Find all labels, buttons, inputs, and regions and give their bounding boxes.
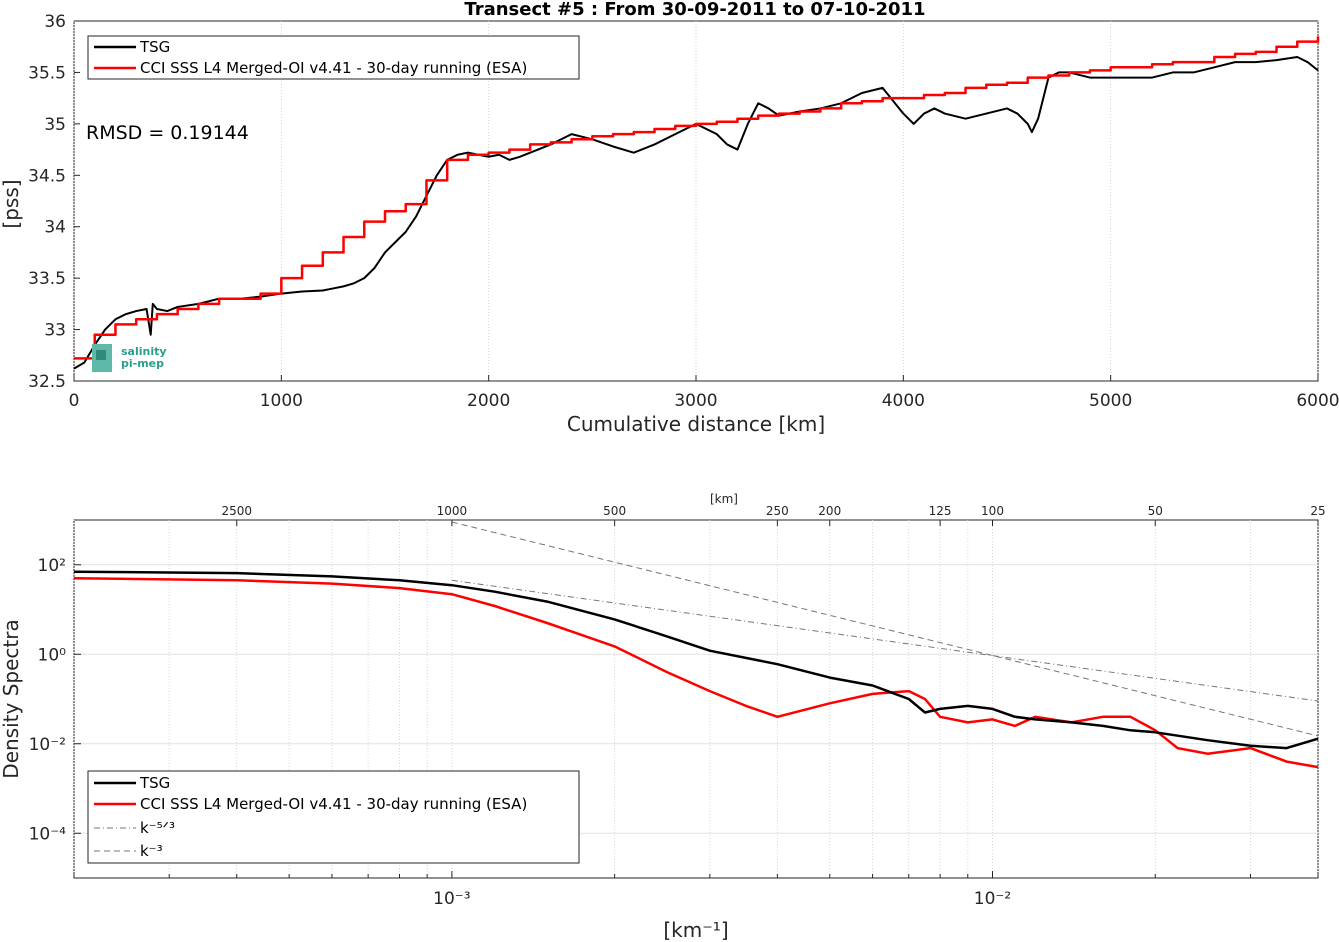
- bottom-x-axis-label: [km⁻¹]: [663, 918, 728, 942]
- bottom-top-tick-label: 200: [818, 504, 841, 518]
- bottom-top-tick-label: 1000: [437, 504, 468, 518]
- top-y-axis-label: [pss]: [0, 179, 23, 228]
- top-chart-title: Transect #5 : From 30-09-2011 to 07-10-2…: [464, 0, 925, 20]
- bottom-series-tsg-line: [73, 570, 1319, 750]
- bottom-legend-box: [87, 770, 580, 864]
- salinity-pi-mep-logo: salinity pi-mep: [92, 344, 167, 372]
- bottom-top-tick-label: 100: [981, 504, 1004, 518]
- top-panel: Transect #5 : From 30-09-2011 to 07-10-2…: [0, 0, 1339, 436]
- logo-text-line1: salinity: [121, 345, 167, 358]
- top-x-tick-label: 6000: [1296, 391, 1339, 411]
- top-x-tick-label: 2000: [467, 391, 510, 411]
- top-y-tick-label: 34.5: [28, 166, 66, 186]
- bottom-top-tick-label: 25: [1310, 504, 1325, 518]
- top-y-tick-label: 35.5: [28, 63, 66, 83]
- logo-text-line2: pi-mep: [121, 357, 164, 370]
- top-x-axis-label: Cumulative distance [km]: [567, 412, 825, 436]
- bottom-legend-label-k53: k⁻⁵ᐟ³: [140, 819, 175, 837]
- top-x-tick-label: 3000: [674, 391, 717, 411]
- top-legend: TSG CCI SSS L4 Merged-OI v4.41 - 30-day …: [87, 35, 580, 80]
- bottom-top-tick-label: 50: [1148, 504, 1163, 518]
- bottom-y-tick-label: 10⁻⁴: [29, 824, 67, 844]
- bottom-top-ticks: 2500 1000 500 250 200 125 100 50 25: [221, 504, 1326, 526]
- top-y-tick-label: 32.5: [28, 372, 66, 392]
- top-y-tick-label: 33: [44, 321, 66, 341]
- bottom-y-ticks: 10⁻⁴ 10⁻² 10⁰ 10²: [29, 556, 81, 844]
- bottom-panel: 10⁻³ 10⁻² 10⁻⁴ 10⁻² 10⁰ 10² 2500 1000 500 250 20…: [0, 492, 1326, 942]
- top-y-ticks: 32.5 33 33.5 34 34.5 35 35.5 36: [28, 12, 80, 392]
- bottom-x-tick-label: 10⁻³: [433, 889, 470, 909]
- bottom-legend: TSG CCI SSS L4 Merged-OI v4.41 - 30-day …: [87, 770, 580, 864]
- top-legend-label-cci: CCI SSS L4 Merged-OI v4.41 - 30-day runn…: [140, 59, 527, 77]
- logo-mark-inner: [96, 350, 106, 360]
- top-series-group: [73, 36, 1320, 370]
- top-y-tick-label: 34: [44, 218, 66, 238]
- bottom-legend-label-k3: k⁻³: [140, 842, 163, 860]
- top-y-tick-label: 33.5: [28, 269, 66, 289]
- bottom-x-tick-label: 10⁻²: [974, 889, 1011, 909]
- bottom-top-tick-label: 250: [766, 504, 789, 518]
- top-grid: [73, 21, 1319, 381]
- bottom-top-tick-label: 125: [929, 504, 952, 518]
- top-legend-box: [87, 35, 580, 80]
- top-x-tick-label: 1000: [260, 391, 303, 411]
- bottom-series-k53-line: [451, 579, 1319, 702]
- bottom-series-k3-line: [451, 521, 1319, 737]
- top-legend-label-tsg: TSG: [139, 38, 170, 56]
- bottom-y-tick-label: 10⁰: [38, 645, 67, 665]
- bottom-y-tick-label: 10⁻²: [29, 735, 66, 755]
- top-y-tick-label: 36: [44, 12, 66, 32]
- rmsd-annotation: RMSD = 0.19144: [86, 122, 249, 144]
- bottom-y-axis-label: Density Spectra: [0, 619, 23, 778]
- top-x-ticks: 0 1000 2000 3000 4000 5000 6000: [69, 375, 1339, 411]
- bottom-y-tick-label: 10²: [38, 556, 66, 576]
- bottom-legend-label-tsg: TSG: [139, 774, 170, 792]
- bottom-series-group: [73, 521, 1319, 769]
- top-series-cci-line: [74, 36, 1320, 360]
- bottom-top-tick-label: 2500: [221, 504, 252, 518]
- top-x-tick-label: 0: [69, 391, 80, 411]
- top-y-tick-label: 35: [44, 115, 66, 135]
- top-axis-unit-label: [km]: [710, 492, 738, 506]
- bottom-top-tick-label: 500: [603, 504, 626, 518]
- bottom-legend-label-cci: CCI SSS L4 Merged-OI v4.41 - 30-day runn…: [140, 795, 527, 813]
- bottom-x-ticks: 10⁻³ 10⁻²: [73, 871, 1319, 909]
- top-x-tick-label: 5000: [1089, 391, 1132, 411]
- top-x-tick-label: 4000: [882, 391, 925, 411]
